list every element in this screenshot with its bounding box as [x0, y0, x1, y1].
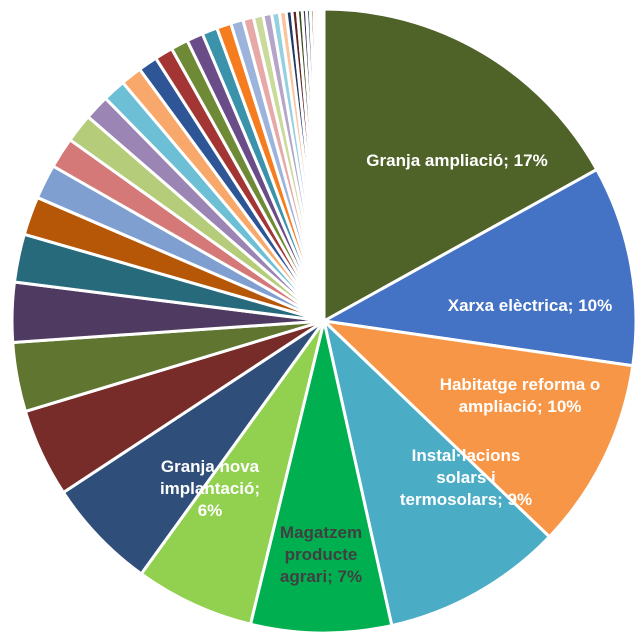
slice-label: Instal·lacions solars i termosolars; 9%: [400, 446, 532, 509]
slice-label: Xarxa elèctrica; 10%: [448, 296, 612, 315]
slice-label: Granja ampliació; 17%: [366, 151, 547, 170]
pie-slice: [322, 319, 551, 628]
pie-slice: [322, 319, 635, 539]
slice-label: Granja nova implantació; 6%: [160, 457, 260, 520]
pie-slice: [139, 319, 326, 626]
pie-slice: [320, 7, 326, 323]
slice-label: Magatzem producte agrari; 7%: [280, 523, 362, 586]
pie-slices: [10, 7, 636, 633]
pie-slice: [322, 7, 599, 323]
pie-labels: Granja ampliació; 17% Xarxa elèctrica; 10…: [160, 151, 612, 586]
pie-slice: [322, 168, 636, 368]
slice-label: Habitatge reforma o ampliació; 10%: [440, 375, 601, 416]
